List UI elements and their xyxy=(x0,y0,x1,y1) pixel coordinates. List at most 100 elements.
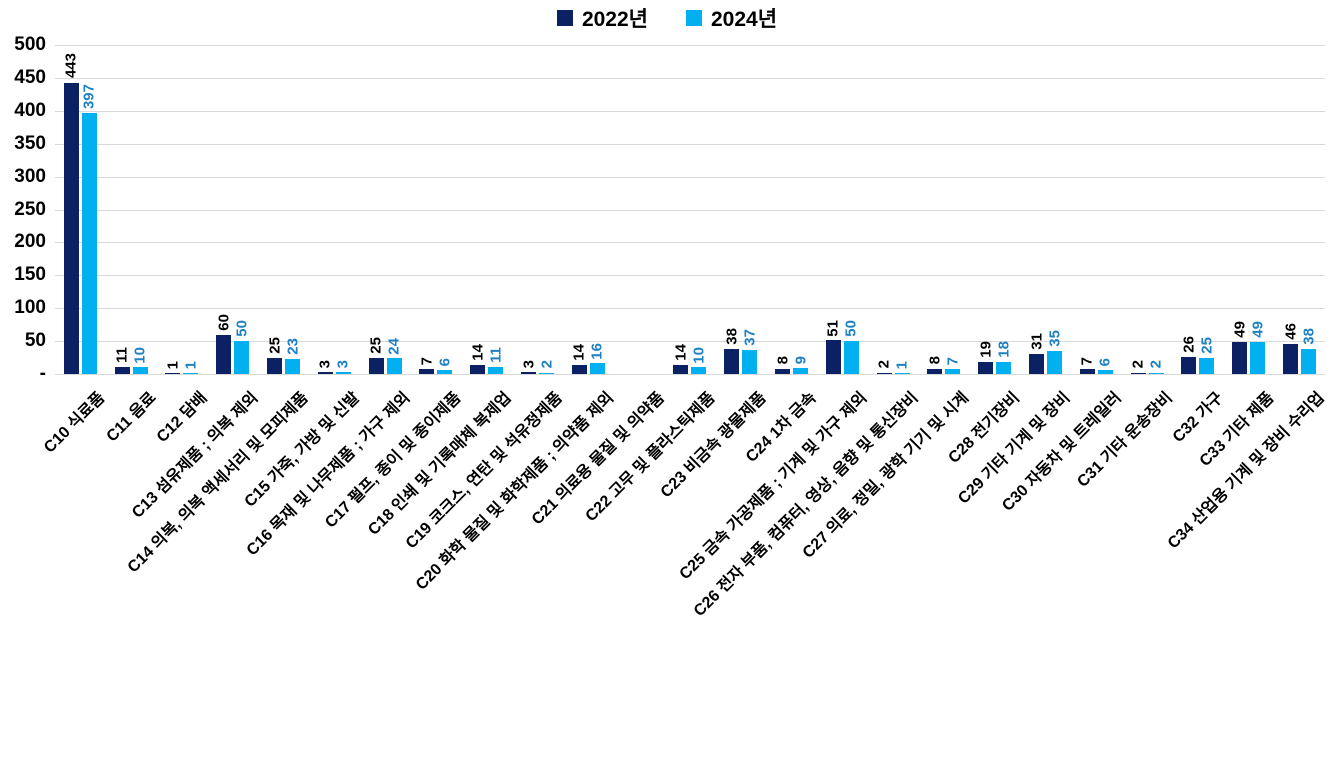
bar-value-label: 25 xyxy=(367,336,385,354)
plot-area: 443 397 11 10 1 1 60 50 25 23 3 3 25 24 7 6 14 11 3 2 14 16 14… xyxy=(55,45,1325,374)
bar-value-label: 14 xyxy=(570,344,588,361)
bar-value-label: 60 xyxy=(215,313,233,331)
gridline xyxy=(55,176,1325,178)
y-axis-tick-label: 450 xyxy=(14,66,46,88)
bar-2022: 25 xyxy=(368,337,385,374)
bar-value-label: 6 xyxy=(1096,357,1114,367)
bar-2024: 6 xyxy=(436,358,453,374)
bar-2022: 14 xyxy=(672,344,689,374)
bar-value-label: 51 xyxy=(824,319,842,337)
bar-value-label: 8 xyxy=(774,356,792,365)
bar-2022: 26 xyxy=(1180,336,1197,374)
bar-value-label: 18 xyxy=(995,341,1013,359)
legend-item-2022: 2022년 xyxy=(556,3,648,33)
bar-value-label: 26 xyxy=(1180,336,1198,353)
bar-value-label: 24 xyxy=(385,337,403,355)
bar-2022: 46 xyxy=(1282,323,1299,374)
bar-value-label: 23 xyxy=(284,338,302,355)
bar-2022: 8 xyxy=(926,356,943,374)
y-axis-tick-label: 200 xyxy=(14,231,46,253)
gridline xyxy=(55,275,1325,277)
bar-2024: 38 xyxy=(1300,328,1317,374)
bar-2024: 2 xyxy=(1148,360,1165,374)
bar-2024: 25 xyxy=(1198,337,1215,374)
bar-value-label: 7 xyxy=(944,357,962,366)
gridline xyxy=(55,143,1325,145)
bar-value-label: 6 xyxy=(436,357,454,367)
bar-group: 26 25 xyxy=(1173,45,1224,374)
bar-2022: 1 xyxy=(164,361,181,374)
bar-value-label: 397 xyxy=(80,83,98,109)
bar-value-label: 50 xyxy=(842,320,860,338)
bar-value-label: 11 xyxy=(113,346,131,363)
bar-2024: 35 xyxy=(1046,330,1063,374)
bar-value-label: 9 xyxy=(792,355,810,365)
bar-2024: 50 xyxy=(233,320,250,374)
bar-2022: 14 xyxy=(469,344,486,374)
legend-item-2024: 2024년 xyxy=(686,3,777,33)
y-axis-tick-label: 300 xyxy=(14,165,46,187)
bar-2024: 50 xyxy=(843,320,860,374)
bar-2024: 18 xyxy=(995,341,1012,374)
bar-group: 46 38 xyxy=(1274,45,1325,374)
bar-2022: 3 xyxy=(520,360,537,374)
bar-2024: 11 xyxy=(487,347,504,374)
bar-2022: 11 xyxy=(114,347,131,374)
bar-value-label: 2 xyxy=(875,360,893,369)
gridline xyxy=(55,341,1325,343)
bar-group: 51 50 xyxy=(817,45,868,374)
bar-2024: 49 xyxy=(1249,321,1266,374)
gridline xyxy=(55,45,1325,46)
legend: 2022년 2024년 xyxy=(0,0,1334,36)
gridline xyxy=(55,209,1325,211)
bar-value-label: 1 xyxy=(182,361,200,370)
bar-value-label: 25 xyxy=(1198,336,1216,354)
bar-value-label: 11 xyxy=(487,346,505,363)
bar-value-label: 3 xyxy=(520,359,538,369)
bar-2022: 443 xyxy=(63,53,80,374)
bar-value-label: 25 xyxy=(266,336,284,354)
y-axis-tick-label: 350 xyxy=(14,132,46,154)
y-axis-tick-label: - xyxy=(39,363,46,384)
bar-2022: 25 xyxy=(266,337,283,374)
bar-2024: 3 xyxy=(335,360,352,374)
bar-value-label: 31 xyxy=(1028,332,1046,350)
bar-2022: 60 xyxy=(215,314,232,374)
bar-value-label: 443 xyxy=(62,53,80,79)
bar-group xyxy=(614,45,665,374)
bar-group: 38 37 xyxy=(715,45,766,374)
legend-swatch-2022 xyxy=(556,10,573,26)
y-axis-tick-label: 250 xyxy=(14,198,46,220)
bar-value-label: 2 xyxy=(538,360,556,369)
bar-value-label: 49 xyxy=(1249,321,1267,338)
bar-2024: 7 xyxy=(944,357,961,374)
y-axis-tick-label: 100 xyxy=(14,297,46,319)
bar-group: 60 50 xyxy=(207,45,258,374)
bar-group: 25 24 xyxy=(360,45,411,374)
bar-2024: 1 xyxy=(182,361,199,374)
bar-group: 49 49 xyxy=(1223,45,1274,374)
bar-2024: 9 xyxy=(792,356,809,374)
bar-value-label: 7 xyxy=(418,357,436,366)
bar-value-label: 3 xyxy=(334,359,352,369)
bar-value-label: 14 xyxy=(469,344,487,361)
bar-value-label: 8 xyxy=(926,356,944,365)
bar-2024: 10 xyxy=(690,347,707,374)
bar-2022: 49 xyxy=(1231,321,1248,374)
bar-2024: 397 xyxy=(81,84,98,374)
bar-value-label: 35 xyxy=(1046,330,1064,347)
bar-value-label: 38 xyxy=(723,328,741,345)
bar-2024: 23 xyxy=(284,338,301,374)
bar-value-label: 1 xyxy=(893,361,911,370)
legend-label-2024: 2024년 xyxy=(711,8,778,31)
bar-group: 443 397 xyxy=(55,45,106,374)
bar-2022: 7 xyxy=(418,357,435,374)
bar-group: 19 18 xyxy=(969,45,1020,374)
gridline xyxy=(55,308,1325,310)
